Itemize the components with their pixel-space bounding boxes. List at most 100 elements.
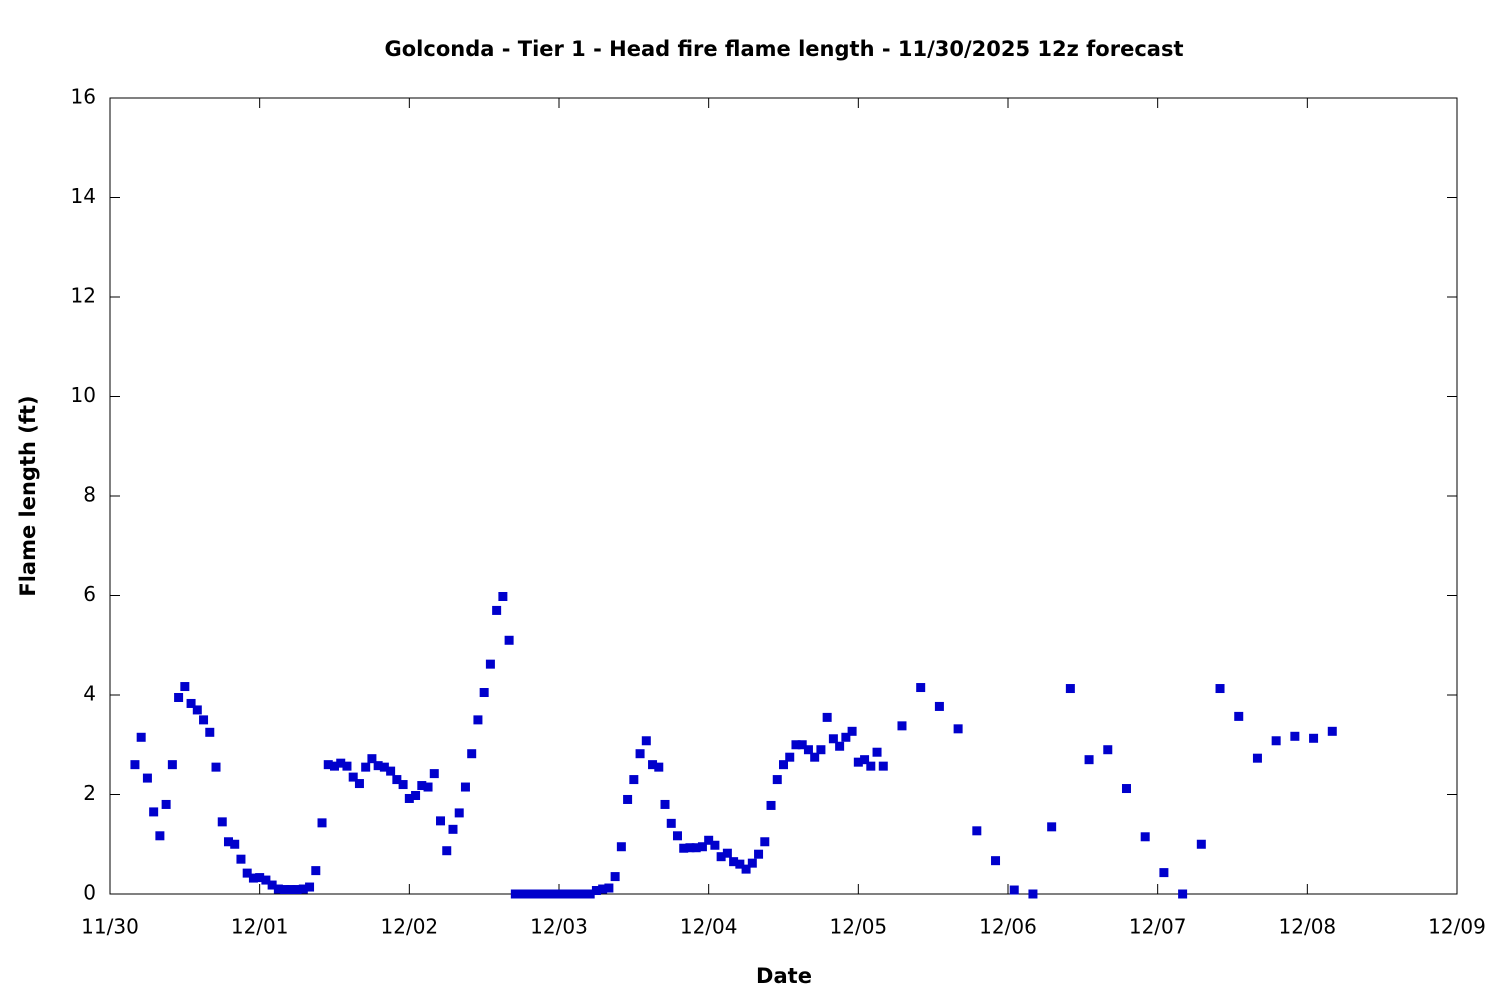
x-tick-label: 12/07 xyxy=(1129,915,1187,939)
point xyxy=(267,880,277,890)
point xyxy=(242,868,252,878)
point xyxy=(467,749,477,759)
point xyxy=(286,885,296,895)
y-axis-label: Flame length (ft) xyxy=(16,395,40,596)
point xyxy=(1290,731,1300,741)
point xyxy=(342,761,352,771)
point xyxy=(460,782,470,792)
point xyxy=(866,761,876,771)
point xyxy=(529,889,539,899)
point xyxy=(1327,726,1337,736)
point xyxy=(386,766,396,776)
x-tick-label: 12/04 xyxy=(680,915,738,939)
point xyxy=(174,692,184,702)
y-tick-label: 10 xyxy=(71,383,96,407)
point xyxy=(423,782,433,792)
point xyxy=(616,842,626,852)
point xyxy=(1252,753,1262,763)
point xyxy=(810,752,820,762)
point xyxy=(510,889,520,899)
point xyxy=(492,605,502,615)
point xyxy=(610,872,620,882)
point xyxy=(772,775,782,785)
x-axis-label: Date xyxy=(756,964,812,988)
point xyxy=(816,745,826,755)
point xyxy=(591,886,601,896)
point xyxy=(666,818,676,828)
point xyxy=(660,799,670,809)
point xyxy=(735,859,745,869)
y-tick-label: 4 xyxy=(83,682,96,706)
point xyxy=(330,761,339,771)
point xyxy=(398,780,408,790)
point xyxy=(1028,889,1038,899)
point xyxy=(498,591,508,601)
x-tick-label: 12/03 xyxy=(530,915,588,939)
y-tick-label: 2 xyxy=(83,781,96,805)
point xyxy=(354,779,364,789)
point xyxy=(180,682,190,692)
point xyxy=(1047,822,1057,832)
y-tick-label: 0 xyxy=(83,881,96,905)
point xyxy=(273,884,283,894)
point xyxy=(754,849,764,859)
point xyxy=(853,757,863,767)
point xyxy=(255,873,265,883)
point xyxy=(629,775,639,785)
point xyxy=(517,889,527,899)
point xyxy=(1234,711,1244,721)
point xyxy=(1196,839,1206,849)
point xyxy=(448,824,458,834)
point xyxy=(417,781,427,791)
point xyxy=(473,715,483,725)
point xyxy=(199,715,209,725)
point xyxy=(797,740,807,750)
point xyxy=(685,843,695,853)
point xyxy=(679,843,689,853)
y-tick-label: 16 xyxy=(71,85,96,109)
point xyxy=(710,840,720,850)
point xyxy=(641,736,651,746)
point xyxy=(691,843,701,853)
y-tick-label: 6 xyxy=(83,582,96,606)
point xyxy=(155,831,165,841)
point xyxy=(323,760,333,770)
point xyxy=(167,760,177,770)
point xyxy=(280,885,290,895)
y-tick-label: 12 xyxy=(71,284,96,308)
point xyxy=(149,807,159,817)
point xyxy=(847,726,857,736)
point xyxy=(136,732,146,742)
point xyxy=(803,745,813,755)
point xyxy=(261,875,271,885)
point xyxy=(566,889,576,899)
point xyxy=(311,866,321,876)
point xyxy=(916,683,926,693)
point xyxy=(1103,745,1113,755)
point xyxy=(579,889,589,899)
point xyxy=(828,734,838,744)
point xyxy=(535,889,545,899)
point xyxy=(897,721,907,731)
point xyxy=(872,747,882,757)
point xyxy=(722,848,732,858)
point xyxy=(972,826,982,836)
point xyxy=(292,885,302,895)
point xyxy=(429,769,439,779)
point xyxy=(161,799,171,809)
point xyxy=(598,884,608,894)
x-tick-label: 12/02 xyxy=(381,915,439,939)
point xyxy=(211,762,221,772)
point xyxy=(205,727,215,737)
x-tick-label: 12/05 xyxy=(830,915,888,939)
point xyxy=(785,752,795,762)
point xyxy=(485,659,495,669)
point xyxy=(835,741,845,751)
point xyxy=(317,818,327,828)
point xyxy=(704,835,714,845)
point xyxy=(654,762,664,772)
point xyxy=(186,698,196,708)
point xyxy=(548,889,558,899)
point xyxy=(1309,733,1319,743)
